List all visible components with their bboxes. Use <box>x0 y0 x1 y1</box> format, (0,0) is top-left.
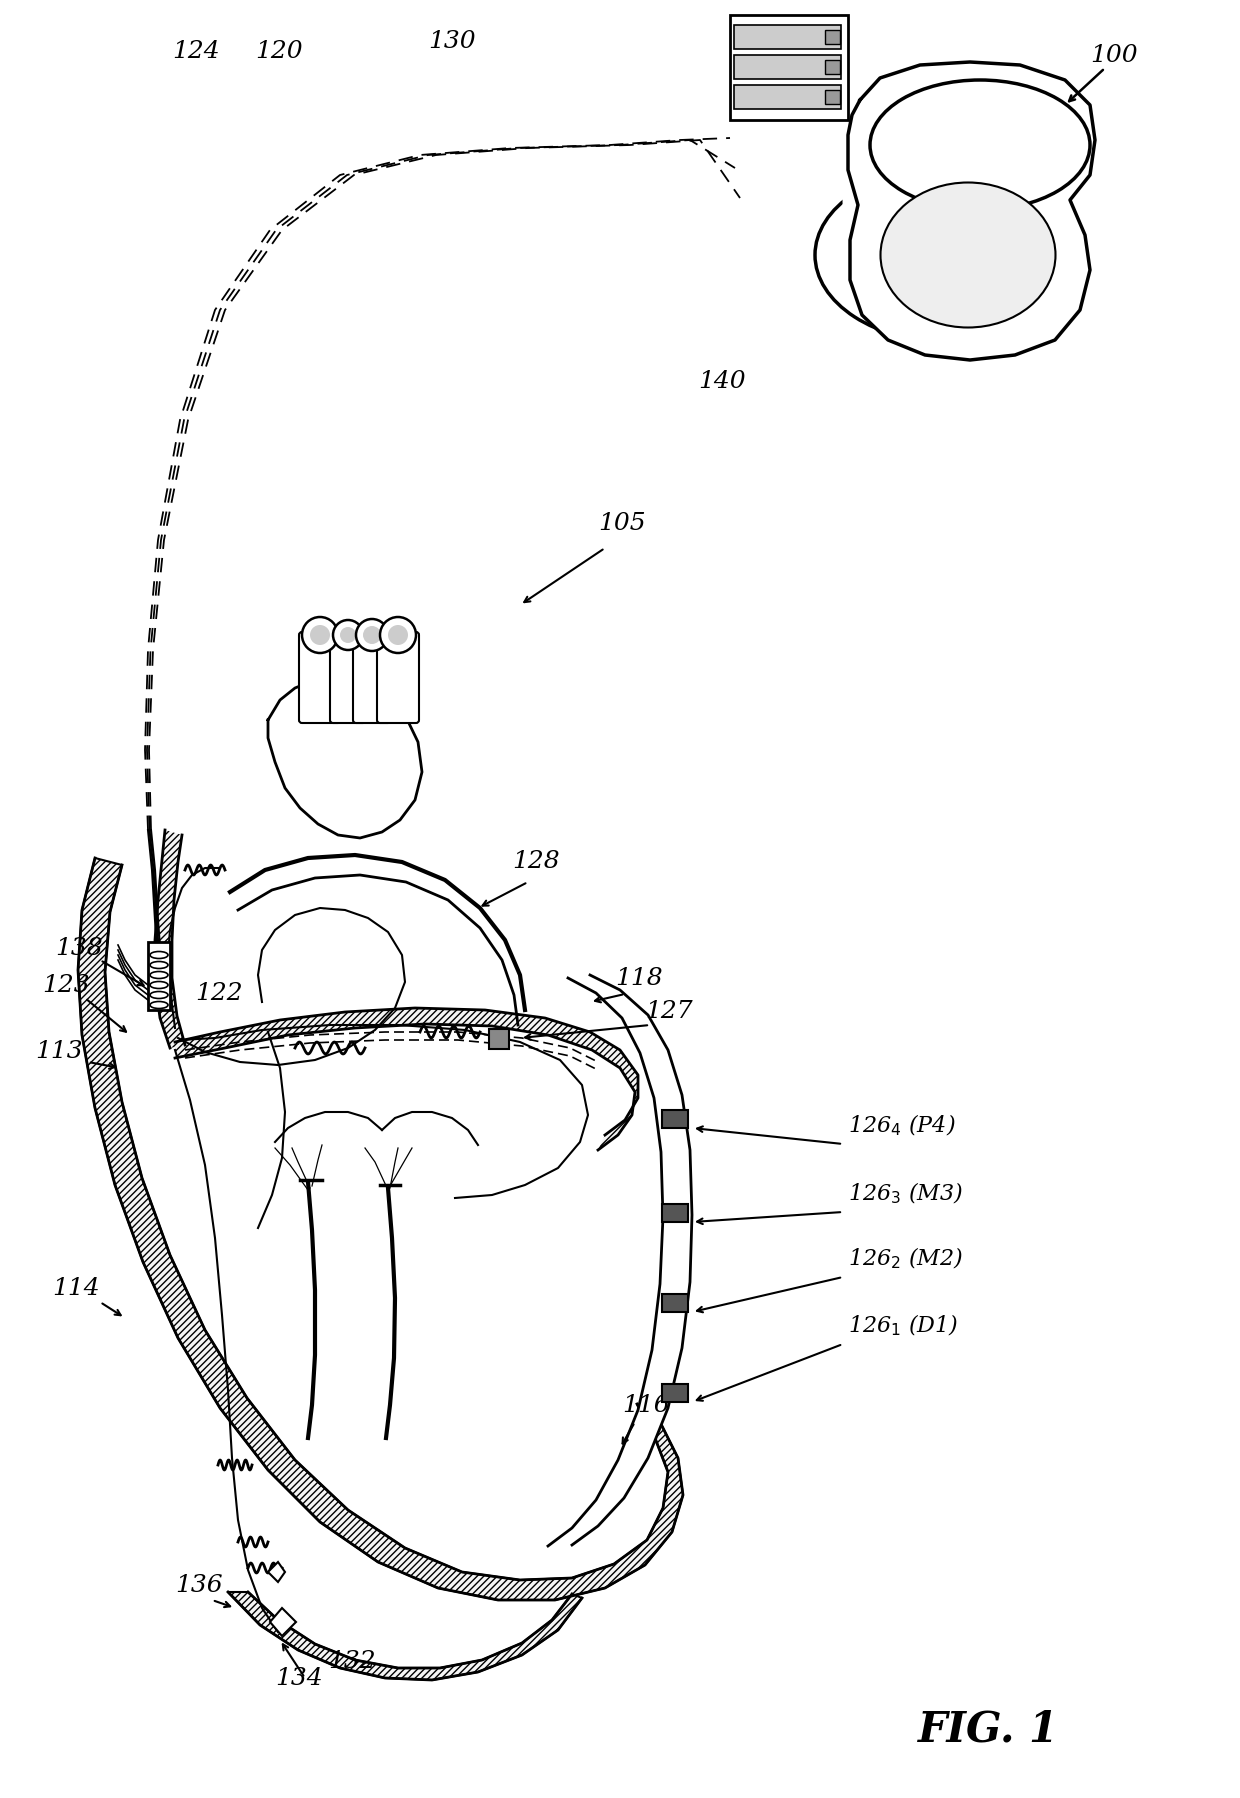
FancyBboxPatch shape <box>734 56 841 79</box>
Polygon shape <box>548 975 692 1546</box>
Polygon shape <box>662 1384 688 1402</box>
FancyBboxPatch shape <box>489 1028 508 1048</box>
Text: 116: 116 <box>622 1393 670 1417</box>
Circle shape <box>388 626 408 645</box>
Polygon shape <box>228 1591 582 1679</box>
Text: 134: 134 <box>275 1667 322 1690</box>
Circle shape <box>379 617 415 653</box>
Text: 114: 114 <box>52 1277 99 1300</box>
Text: 124: 124 <box>172 40 219 63</box>
Text: 118: 118 <box>615 967 662 991</box>
Polygon shape <box>78 858 683 1600</box>
Ellipse shape <box>842 101 1087 300</box>
Text: 113: 113 <box>35 1039 83 1063</box>
FancyBboxPatch shape <box>734 25 841 49</box>
Text: 122: 122 <box>195 982 243 1005</box>
Text: 120: 120 <box>255 40 303 63</box>
Ellipse shape <box>880 183 1055 327</box>
Text: 136: 136 <box>175 1573 223 1597</box>
Text: 130: 130 <box>428 31 476 52</box>
Circle shape <box>303 617 339 653</box>
FancyBboxPatch shape <box>353 633 391 723</box>
Text: 132: 132 <box>329 1651 376 1672</box>
Text: 123: 123 <box>42 975 89 998</box>
Polygon shape <box>848 61 1095 360</box>
Text: 126$_1$ (D1): 126$_1$ (D1) <box>848 1313 959 1338</box>
Polygon shape <box>270 1607 296 1636</box>
Ellipse shape <box>870 79 1090 210</box>
FancyBboxPatch shape <box>299 633 341 723</box>
FancyBboxPatch shape <box>734 85 841 110</box>
Text: 105: 105 <box>598 512 646 536</box>
Text: 127: 127 <box>645 1000 693 1023</box>
Circle shape <box>334 620 363 651</box>
Ellipse shape <box>815 167 1085 342</box>
Text: 126$_3$ (M3): 126$_3$ (M3) <box>848 1181 963 1206</box>
Text: FIG. 1: FIG. 1 <box>918 1710 1059 1751</box>
FancyBboxPatch shape <box>377 633 419 723</box>
Text: 138: 138 <box>55 937 103 960</box>
Polygon shape <box>662 1109 688 1127</box>
Text: 128: 128 <box>512 850 559 874</box>
FancyBboxPatch shape <box>825 59 839 74</box>
FancyBboxPatch shape <box>730 14 848 120</box>
Circle shape <box>363 626 381 644</box>
Polygon shape <box>268 678 422 838</box>
FancyBboxPatch shape <box>825 90 839 104</box>
FancyBboxPatch shape <box>825 31 839 43</box>
Polygon shape <box>268 1562 285 1582</box>
Circle shape <box>340 628 356 644</box>
FancyBboxPatch shape <box>148 942 170 1010</box>
Polygon shape <box>155 831 185 1048</box>
Text: 140: 140 <box>698 370 745 394</box>
Circle shape <box>356 619 388 651</box>
Text: 126$_2$ (M2): 126$_2$ (M2) <box>848 1246 963 1271</box>
Polygon shape <box>662 1205 688 1223</box>
FancyBboxPatch shape <box>330 633 366 723</box>
Circle shape <box>310 626 330 645</box>
Polygon shape <box>662 1295 688 1313</box>
Polygon shape <box>175 1009 639 1151</box>
Text: 126$_4$ (P4): 126$_4$ (P4) <box>848 1113 956 1138</box>
Text: 100: 100 <box>1090 43 1137 67</box>
